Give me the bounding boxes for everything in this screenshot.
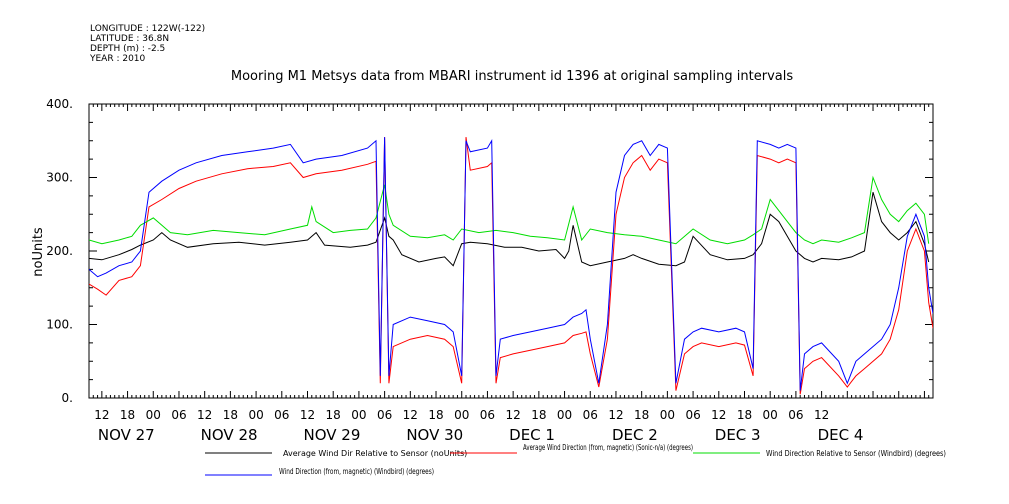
legend: Average Wind Dir Relative to Sensor (noU…: [205, 443, 946, 476]
x-tick-label: 00: [763, 408, 778, 422]
y-tick-label: 0.: [62, 391, 73, 405]
plot-frame: [88, 103, 934, 399]
x-tick-label: 00: [351, 408, 366, 422]
day-label: NOV 27: [98, 426, 155, 444]
series-line-2: [89, 137, 933, 395]
header-latitude: LATITUDE : 36.8N: [90, 34, 169, 44]
y-tick-label: 300.: [46, 171, 73, 185]
day-label: NOV 29: [303, 426, 360, 444]
x-tick-label: 12: [300, 408, 315, 422]
x-tick-label: 12: [94, 408, 109, 422]
series-lines: [89, 137, 933, 395]
day-label: DEC 2: [612, 426, 658, 444]
x-tick-label: 00: [660, 408, 675, 422]
x-tick-label: 06: [274, 408, 289, 422]
axis-ticks: [88, 103, 934, 399]
legend-label-4: Wind Direction (from, magnetic) (Windbir…: [279, 467, 434, 476]
chart-title: Mooring M1 Metsys data from MBARI instru…: [231, 69, 793, 84]
x-tick-label: 06: [788, 408, 803, 422]
y-tick-label: 400.: [46, 97, 73, 111]
y-tick-labels: 0. 100. 200. 300. 400.: [46, 97, 73, 405]
x-tick-label: 06: [377, 408, 392, 422]
legend-label-2: Average Wind Direction (from, magnetic) …: [523, 443, 693, 452]
legend-label-3: Wind Direction Relative to Sensor (Windb…: [766, 449, 946, 458]
x-tick-label: 06: [583, 408, 598, 422]
x-tick-label: 06: [171, 408, 186, 422]
series-line-3: [89, 175, 930, 245]
x-tick-label: 18: [223, 408, 238, 422]
day-label: DEC 3: [715, 426, 761, 444]
day-label: NOV 28: [201, 426, 258, 444]
header-depth: DEPTH (m) : -2.5: [90, 44, 165, 54]
day-labels: NOV 27 NOV 28 NOV 29 NOV 30 DEC 1 DEC 2 DEC 3 D…: [98, 426, 864, 444]
day-label: NOV 30: [406, 426, 463, 444]
day-label: DEC 4: [818, 426, 864, 444]
x-tick-label: 12: [506, 408, 521, 422]
x-tick-labels: 12 18 00 06 12 18 00 06 12 18 00 06 12 18 00 06 12 18 00 06…: [94, 408, 829, 422]
x-tick-label: 00: [557, 408, 572, 422]
day-label: DEC 1: [509, 426, 555, 444]
y-tick-label: 100.: [46, 318, 73, 332]
x-tick-label: 12: [711, 408, 726, 422]
header-year: YEAR : 2010: [89, 54, 146, 64]
x-tick-label: 06: [685, 408, 700, 422]
x-tick-label: 18: [737, 408, 752, 422]
series-line-1: [89, 192, 930, 267]
x-tick-label: 12: [814, 408, 829, 422]
x-tick-label: 18: [428, 408, 443, 422]
x-tick-label: 00: [248, 408, 263, 422]
x-tick-label: 18: [326, 408, 341, 422]
x-tick-label: 00: [454, 408, 469, 422]
x-tick-label: 18: [634, 408, 649, 422]
legend-label-1: Average Wind Dir Relative to Sensor (noU…: [283, 449, 467, 458]
x-tick-label: 06: [480, 408, 495, 422]
x-tick-label: 12: [403, 408, 418, 422]
x-tick-label: 18: [531, 408, 546, 422]
y-tick-label: 200.: [46, 244, 73, 258]
x-tick-label: 00: [146, 408, 161, 422]
x-tick-label: 12: [608, 408, 623, 422]
header-longitude: LONGITUDE : 122W(-122): [90, 24, 205, 34]
x-tick-label: 12: [197, 408, 212, 422]
series-line-4: [89, 137, 933, 391]
x-tick-label: 18: [120, 408, 135, 422]
y-axis-label: noUnits: [31, 227, 46, 277]
